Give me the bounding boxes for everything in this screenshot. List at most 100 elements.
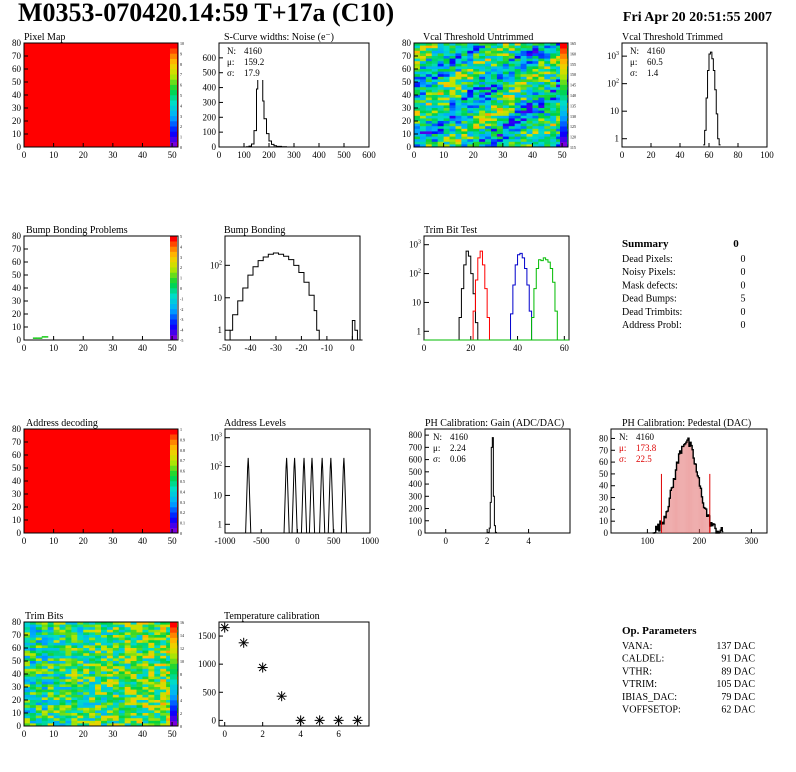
heatmap-cell bbox=[514, 45, 522, 49]
heatmap-cell bbox=[89, 702, 96, 706]
heatmap-cell bbox=[437, 113, 445, 117]
heatmap-cell bbox=[514, 110, 522, 114]
heatmap-cell bbox=[136, 668, 143, 672]
y-tick-label: 0 bbox=[17, 142, 22, 152]
heatmap-cell bbox=[419, 126, 427, 130]
y-tick-label: 0 bbox=[212, 715, 217, 725]
heatmap-cell bbox=[502, 79, 510, 83]
heatmap-cell bbox=[496, 118, 504, 122]
heatmap-cell bbox=[532, 128, 539, 132]
heatmap-cell bbox=[47, 632, 55, 636]
heatmap-cell bbox=[89, 713, 96, 716]
palette-label: 0 bbox=[180, 724, 182, 729]
palette-label: 5 bbox=[180, 234, 182, 239]
stats-value: 22.5 bbox=[636, 454, 652, 464]
heatmap-cell bbox=[53, 661, 60, 664]
heatmap-cell bbox=[65, 624, 72, 628]
heatmap-cells bbox=[24, 43, 178, 147]
heatmap-cell bbox=[112, 681, 120, 685]
heatmap-cell bbox=[514, 100, 522, 104]
summary-value: 5 bbox=[741, 294, 746, 305]
y-tick-label: 500 bbox=[203, 687, 217, 697]
heatmap-cell bbox=[59, 702, 66, 706]
stats-key: μ: bbox=[619, 443, 626, 453]
heatmap-cell bbox=[443, 128, 450, 132]
heatmap-cell bbox=[41, 629, 49, 633]
heatmap-cell bbox=[455, 128, 462, 132]
heatmap-cell bbox=[136, 666, 143, 670]
heatmap-cell bbox=[136, 720, 143, 724]
heatmap-cell bbox=[35, 684, 43, 688]
heatmap-cell bbox=[160, 718, 167, 722]
heatmap-cell bbox=[77, 629, 84, 633]
heatmap-cell bbox=[154, 710, 161, 714]
data-point bbox=[238, 637, 249, 648]
heatmap-cell bbox=[544, 43, 551, 46]
heatmap-cell bbox=[532, 56, 539, 59]
heatmap-cell bbox=[455, 61, 462, 65]
heatmap-cell bbox=[112, 642, 120, 646]
address-peak bbox=[300, 457, 308, 534]
heatmap-cell bbox=[538, 82, 545, 85]
heatmap-cell bbox=[41, 700, 49, 703]
heatmap-cell bbox=[508, 50, 516, 54]
heatmap-cell bbox=[538, 92, 545, 96]
heatmap-cell bbox=[491, 79, 498, 83]
palette-label: 0 bbox=[180, 145, 182, 150]
heatmap-cell bbox=[83, 720, 90, 724]
heatmap-cell bbox=[455, 100, 462, 104]
heatmap-cell bbox=[65, 627, 72, 631]
heatmap-cell bbox=[538, 97, 545, 101]
heatmap-cell bbox=[154, 622, 161, 625]
x-axis: 0 10 20 30 40 50 bbox=[22, 336, 177, 353]
pedestal-bin bbox=[682, 446, 684, 533]
bump-cell bbox=[35, 337, 40, 339]
heatmap-cell bbox=[112, 720, 120, 724]
heatmap-cell bbox=[414, 76, 421, 80]
heatmap-cell bbox=[24, 710, 31, 714]
heatmap-cell bbox=[41, 720, 49, 724]
heatmap-cell bbox=[89, 705, 96, 709]
heatmap-cell bbox=[414, 63, 421, 67]
heatmap-cell bbox=[414, 56, 421, 59]
heatmap-cell bbox=[95, 622, 102, 625]
heatmap-cell bbox=[59, 661, 66, 664]
heatmap-cell bbox=[414, 139, 421, 143]
heatmap-cell bbox=[65, 635, 72, 638]
heatmap-cell bbox=[130, 653, 137, 657]
palette-step bbox=[560, 89, 567, 96]
heatmap-cell bbox=[130, 674, 137, 677]
y-tick-label: 1 bbox=[218, 519, 223, 529]
heatmap-cell bbox=[467, 115, 474, 119]
heatmap-cell bbox=[461, 50, 468, 54]
heatmap-cell bbox=[53, 705, 60, 709]
heatmap-cell bbox=[47, 642, 55, 646]
heatmap-cell bbox=[508, 58, 516, 62]
heatmap-cell bbox=[550, 136, 557, 140]
heatmap-cell bbox=[455, 58, 462, 62]
heatmap-cell bbox=[479, 144, 486, 148]
heatmap-cell bbox=[414, 144, 421, 148]
heatmap-cell bbox=[449, 58, 456, 62]
heatmap-cell bbox=[508, 79, 516, 83]
palette-step bbox=[170, 455, 177, 461]
heatmap-cell bbox=[106, 671, 114, 675]
heatmap-cell bbox=[485, 139, 492, 143]
heatmap-cell bbox=[71, 632, 78, 636]
heatmap-cell bbox=[71, 668, 78, 672]
heatmap-cell bbox=[502, 92, 510, 96]
heatmap-cell bbox=[89, 710, 96, 714]
heatmap-cell bbox=[455, 115, 462, 119]
heatmap-cell bbox=[77, 707, 84, 711]
heatmap-cell bbox=[35, 720, 43, 724]
heatmap-cell bbox=[41, 710, 49, 714]
heatmap-cell bbox=[485, 126, 492, 130]
heatmap-cell bbox=[538, 144, 545, 148]
heatmap-cell bbox=[24, 692, 31, 696]
heatmap-cell bbox=[41, 661, 49, 664]
heatmap-cell bbox=[508, 121, 516, 124]
palette-label: 9 bbox=[180, 51, 182, 56]
heatmap-cell bbox=[431, 79, 439, 83]
stats-key: N: bbox=[227, 46, 236, 56]
